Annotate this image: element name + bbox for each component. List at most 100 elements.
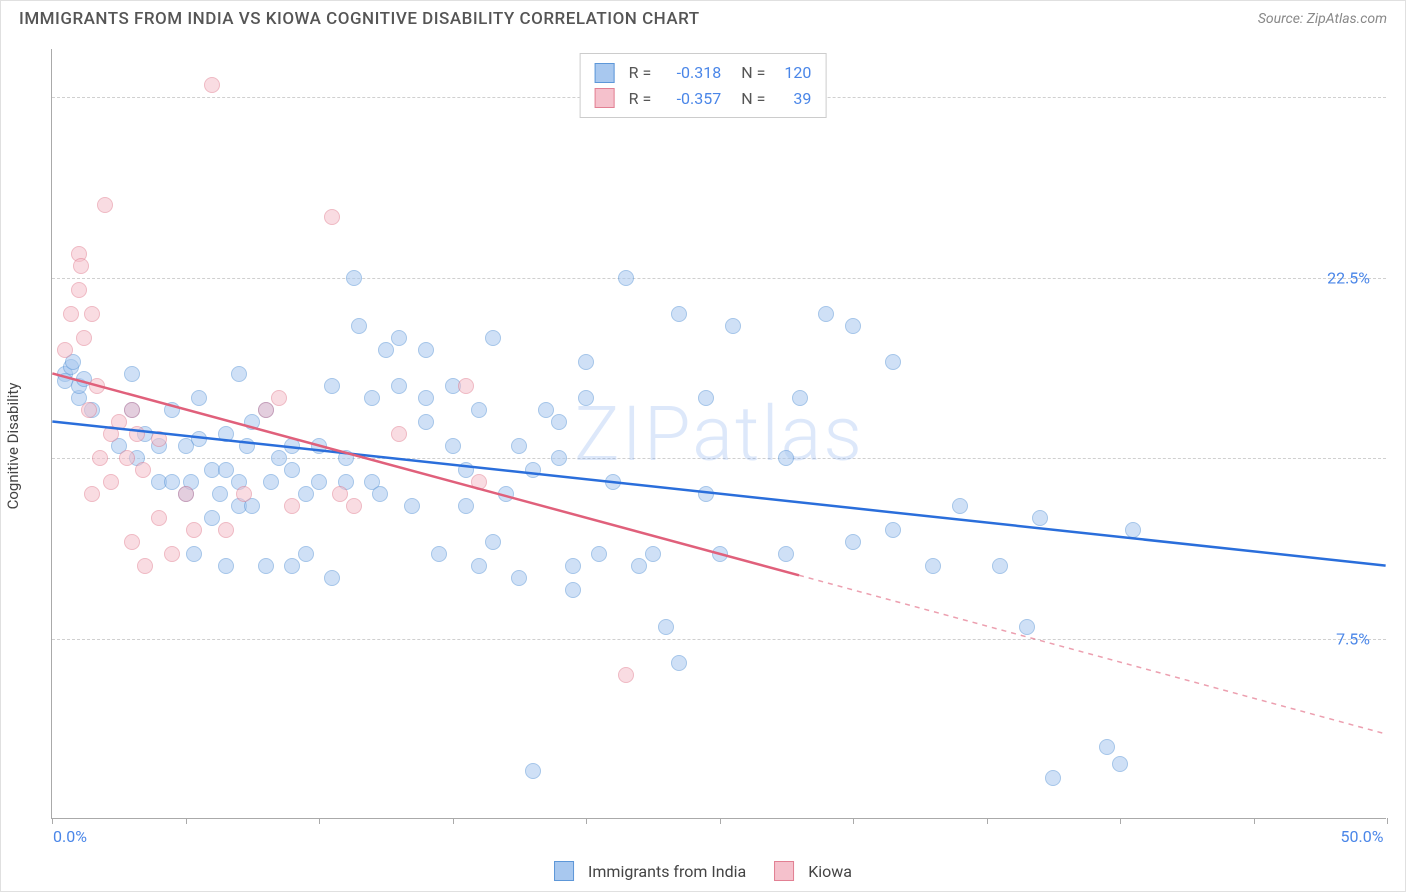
x-tick-mark [186, 818, 187, 824]
data-point [346, 270, 362, 286]
data-point [111, 414, 127, 430]
data-point [845, 534, 861, 550]
data-point [137, 558, 153, 574]
data-point [204, 510, 220, 526]
data-point [498, 486, 514, 502]
data-point [645, 546, 661, 562]
data-point [418, 342, 434, 358]
source-attribution: Source: ZipAtlas.com [1258, 11, 1387, 27]
y-tick-label: 7.5% [1336, 629, 1370, 648]
stat-r-label: R = [629, 86, 652, 112]
data-point [212, 486, 228, 502]
x-tick-mark [319, 818, 320, 824]
data-point [324, 378, 340, 394]
data-point [239, 438, 255, 454]
data-point [698, 486, 714, 502]
data-point [431, 546, 447, 562]
data-point [591, 546, 607, 562]
data-point [671, 655, 687, 671]
data-point [164, 402, 180, 418]
watermark-text: ZIPatlas [574, 389, 864, 479]
data-point [952, 498, 968, 514]
series-legend: Immigrants from IndiaKiowa [554, 861, 852, 881]
y-tick-label: 22.5% [1327, 268, 1370, 287]
data-point [124, 534, 140, 550]
data-point [1019, 619, 1035, 635]
data-point [578, 390, 594, 406]
data-point [338, 450, 354, 466]
legend-swatch [595, 63, 615, 83]
data-point [605, 474, 621, 490]
data-point [258, 558, 274, 574]
data-point [263, 474, 279, 490]
data-point [471, 558, 487, 574]
stat-r-value: -0.318 [659, 60, 721, 86]
x-tick-label: 50.0% [1341, 827, 1384, 846]
legend-swatch [554, 861, 574, 881]
data-point [284, 438, 300, 454]
legend-item: Immigrants from India [554, 861, 746, 881]
data-point [103, 474, 119, 490]
stat-r-value: -0.357 [659, 86, 721, 112]
data-point [151, 510, 167, 526]
data-point [151, 431, 167, 447]
data-point [418, 390, 434, 406]
data-point [992, 558, 1008, 574]
data-point [332, 486, 348, 502]
legend-swatch [595, 88, 615, 108]
data-point [218, 426, 234, 442]
data-point [1032, 510, 1048, 526]
data-point [164, 474, 180, 490]
data-point [119, 450, 135, 466]
data-point [551, 450, 567, 466]
data-point [271, 390, 287, 406]
data-point [671, 306, 687, 322]
data-point [364, 390, 380, 406]
data-point [511, 570, 527, 586]
data-point [271, 450, 287, 466]
chart-header: IMMIGRANTS FROM INDIA VS KIOWA COGNITIVE… [1, 1, 1405, 37]
data-point [97, 197, 113, 213]
data-point [485, 534, 501, 550]
data-point [471, 474, 487, 490]
data-point [631, 558, 647, 574]
data-point [191, 390, 207, 406]
stats-legend-row: R =-0.357N =39 [595, 86, 812, 112]
data-point [538, 402, 554, 418]
data-point [485, 330, 501, 346]
data-point [284, 498, 300, 514]
data-point [89, 378, 105, 394]
data-point [618, 270, 634, 286]
data-point [218, 558, 234, 574]
data-point [258, 402, 274, 418]
x-tick-mark [1387, 818, 1388, 824]
data-point [164, 546, 180, 562]
data-point [71, 282, 87, 298]
data-point [57, 342, 73, 358]
data-point [792, 390, 808, 406]
data-point [218, 522, 234, 538]
data-point [391, 378, 407, 394]
data-point [351, 318, 367, 334]
data-point [84, 306, 100, 322]
x-tick-mark [987, 818, 988, 824]
chart-title: IMMIGRANTS FROM INDIA VS KIOWA COGNITIVE… [19, 9, 700, 29]
data-point [712, 546, 728, 562]
data-point [578, 354, 594, 370]
x-tick-mark [1120, 818, 1121, 824]
data-point [311, 438, 327, 454]
data-point [445, 438, 461, 454]
data-point [1099, 739, 1115, 755]
data-point [236, 486, 252, 502]
data-point [778, 450, 794, 466]
data-point [458, 462, 474, 478]
data-point [324, 570, 340, 586]
data-point [391, 330, 407, 346]
regression-lines-layer [52, 49, 1386, 818]
stat-n-value: 39 [773, 86, 811, 112]
chart-container: IMMIGRANTS FROM INDIA VS KIOWA COGNITIVE… [0, 0, 1406, 892]
data-point [129, 426, 145, 442]
data-point [378, 342, 394, 358]
data-point [73, 258, 89, 274]
data-point [124, 402, 140, 418]
